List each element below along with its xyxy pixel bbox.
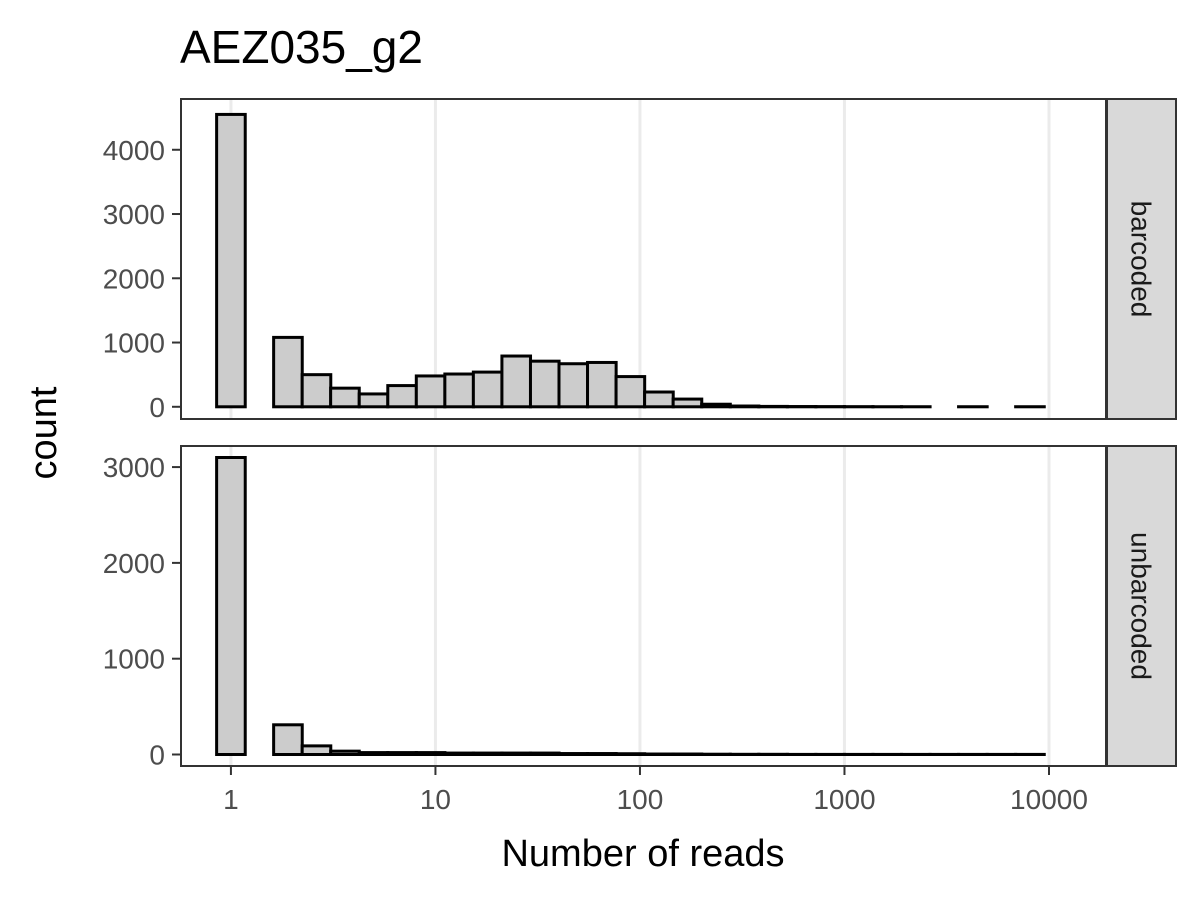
histogram-bar bbox=[586, 360, 618, 409]
histogram-bar bbox=[671, 397, 704, 409]
histogram-bar bbox=[329, 386, 361, 409]
histogram-bar bbox=[643, 390, 675, 409]
histogram-bar bbox=[443, 372, 475, 409]
histogram-bar bbox=[528, 751, 561, 757]
histogram-bar bbox=[614, 375, 647, 409]
histogram-bar bbox=[586, 752, 618, 757]
histogram-bar bbox=[614, 752, 647, 757]
panel-background bbox=[181, 446, 1106, 766]
histogram-bar bbox=[557, 362, 590, 409]
x-tick-label: 1 bbox=[223, 784, 239, 815]
histogram-bar bbox=[500, 751, 533, 757]
y-tick-label: 3000 bbox=[103, 452, 165, 483]
histogram-bar bbox=[386, 384, 418, 409]
histogram-bar bbox=[443, 751, 475, 757]
facet-strip bbox=[1106, 98, 1177, 420]
histogram-bar bbox=[215, 112, 247, 409]
histogram-bar bbox=[700, 402, 732, 409]
y-tick-label: 0 bbox=[149, 740, 165, 771]
histogram-bar bbox=[329, 749, 361, 757]
histogram-bar bbox=[300, 373, 333, 409]
y-axis-title: count bbox=[23, 386, 65, 479]
histogram-bar bbox=[300, 744, 333, 757]
histogram-bar bbox=[215, 455, 247, 757]
facet-strip-label: barcoded bbox=[1126, 201, 1157, 318]
facet-panels: 0 1000 2000 3000 4000 barcoded 0 1000 2000 3000 un… bbox=[103, 98, 1177, 771]
y-tick-label: 2000 bbox=[103, 263, 165, 294]
histogram-bar bbox=[471, 751, 504, 757]
facet-panel-unbarcoded: 0 1000 2000 3000 unbarcoded bbox=[103, 445, 1177, 771]
panel-background bbox=[181, 99, 1106, 419]
x-tick-label: 10 bbox=[420, 784, 451, 815]
y-tick-label: 4000 bbox=[103, 135, 165, 166]
y-tick-label: 2000 bbox=[103, 548, 165, 579]
histogram-bar bbox=[272, 723, 304, 757]
x-tick-label: 1000 bbox=[813, 784, 875, 815]
histogram-bar bbox=[272, 335, 304, 409]
x-tick-label: 10000 bbox=[1010, 784, 1088, 815]
histogram-bar bbox=[386, 751, 418, 757]
histogram-bar bbox=[357, 392, 390, 409]
y-tick-label: 3000 bbox=[103, 199, 165, 230]
histogram-bar bbox=[414, 751, 447, 757]
histogram-bar bbox=[557, 752, 590, 757]
chart-title: AEZ035_g2 bbox=[180, 21, 423, 73]
y-tick-label: 1000 bbox=[103, 644, 165, 675]
y-tick-label: 0 bbox=[149, 392, 165, 423]
histogram-bar bbox=[500, 354, 533, 409]
histogram-bar bbox=[414, 374, 447, 409]
x-tick-label: 100 bbox=[617, 784, 664, 815]
histogram-bar bbox=[528, 359, 561, 409]
histogram-bar bbox=[357, 751, 390, 757]
facet-strip-label: unbarcoded bbox=[1126, 532, 1157, 680]
histogram-bar bbox=[728, 404, 761, 409]
facet-strip bbox=[1106, 445, 1177, 767]
facet-panel-barcoded: 0 1000 2000 3000 4000 barcoded bbox=[103, 98, 1177, 423]
x-axis: 1 10 100 1000 10000 bbox=[223, 766, 1088, 815]
x-axis-title: Number of reads bbox=[501, 833, 784, 875]
histogram-bar bbox=[471, 370, 504, 409]
y-tick-label: 1000 bbox=[103, 328, 165, 359]
